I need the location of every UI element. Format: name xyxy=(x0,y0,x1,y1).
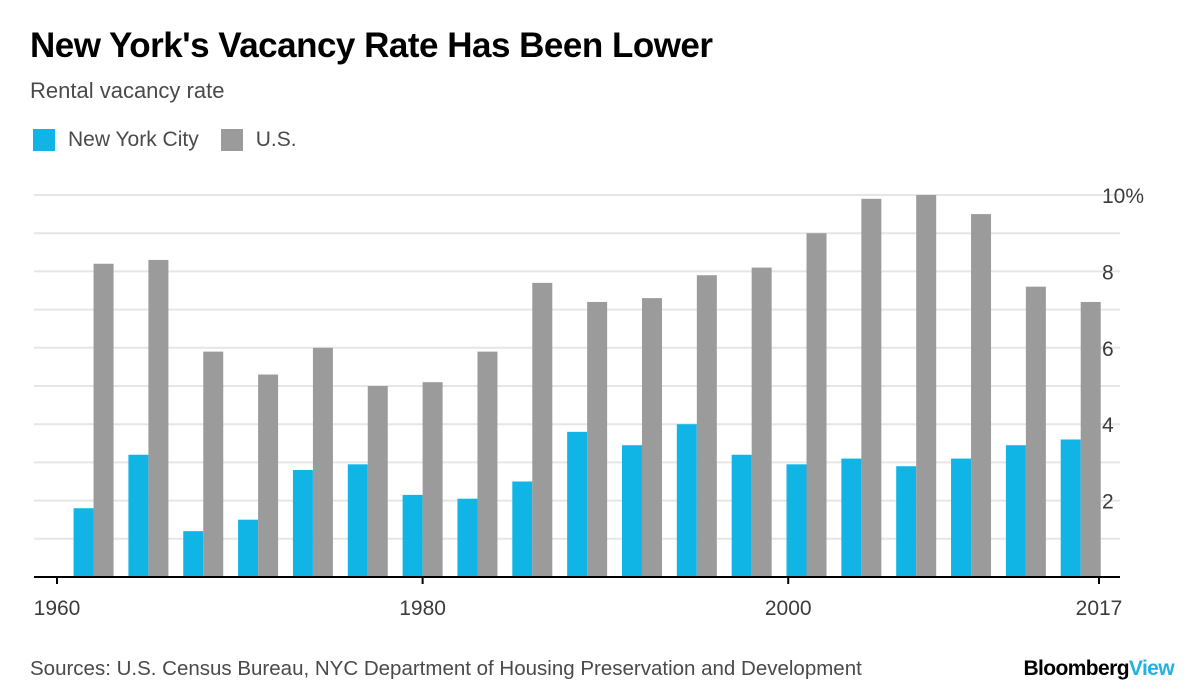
bar-nyc xyxy=(951,458,972,577)
bar-us xyxy=(532,282,553,577)
bar-nyc xyxy=(896,466,917,577)
legend: New York City U.S. xyxy=(33,128,319,152)
bar-nyc xyxy=(183,531,204,577)
bar-us xyxy=(587,301,608,577)
bar-us xyxy=(806,233,827,577)
logo-bloomberg: Bloomberg xyxy=(1023,657,1129,680)
bar-nyc xyxy=(567,431,588,577)
bar-nyc xyxy=(1060,439,1081,577)
bar-us xyxy=(641,298,662,577)
bar-us xyxy=(258,374,279,577)
y-tick-label: 2 xyxy=(1102,491,1114,514)
x-tick-label: 2000 xyxy=(765,597,812,620)
bar-nyc xyxy=(786,464,807,577)
legend-item-nyc: New York City xyxy=(33,128,199,152)
bar-nyc xyxy=(512,481,533,577)
bloomberg-view-logo: BloombergView xyxy=(1023,657,1174,681)
legend-swatch-us xyxy=(220,129,243,151)
legend-label-nyc: New York City xyxy=(68,128,199,151)
y-tick-label: 4 xyxy=(1102,414,1114,437)
bar-us xyxy=(971,214,992,577)
bar-nyc xyxy=(1005,445,1026,577)
bar-nyc xyxy=(457,498,478,577)
x-tick-label: 1980 xyxy=(399,597,446,620)
bar-nyc xyxy=(292,470,313,577)
y-tick-label: 8 xyxy=(1102,261,1114,284)
bar-us xyxy=(751,267,772,577)
chart-subtitle: Rental vacancy rate xyxy=(30,78,225,103)
bar-nyc xyxy=(731,454,752,577)
bar-us xyxy=(477,351,498,577)
y-tick-label: 10% xyxy=(1102,185,1144,208)
chart-title: New York's Vacancy Rate Has Been Lower xyxy=(30,26,713,65)
bar-nyc xyxy=(841,458,862,577)
bar-nyc xyxy=(128,454,149,577)
bar-nyc xyxy=(676,424,697,577)
legend-item-us: U.S. xyxy=(220,128,297,152)
bar-nyc xyxy=(73,508,94,577)
bar-nyc xyxy=(402,494,423,577)
bar-us xyxy=(916,195,937,577)
bar-us xyxy=(312,347,333,577)
bar-us xyxy=(1080,301,1101,577)
bar-us xyxy=(861,198,882,577)
y-tick-label: 6 xyxy=(1102,338,1114,361)
logo-view: View xyxy=(1128,657,1175,680)
bar-us xyxy=(148,259,169,577)
bar-nyc xyxy=(621,445,642,577)
bar-nyc xyxy=(238,519,259,577)
x-tick-label: 1960 xyxy=(34,597,81,620)
bar-us xyxy=(93,263,114,577)
x-tick-label: 2017 xyxy=(1076,597,1123,620)
bar-us xyxy=(367,386,388,577)
bar-us xyxy=(422,382,443,577)
bar-nyc xyxy=(347,464,368,577)
sources-note: Sources: U.S. Census Bureau, NYC Departm… xyxy=(30,657,862,680)
bar-us xyxy=(1025,286,1046,577)
legend-label-us: U.S. xyxy=(255,128,297,151)
legend-swatch-nyc xyxy=(33,129,55,151)
bar-us xyxy=(203,351,224,577)
bar-us xyxy=(696,275,717,577)
